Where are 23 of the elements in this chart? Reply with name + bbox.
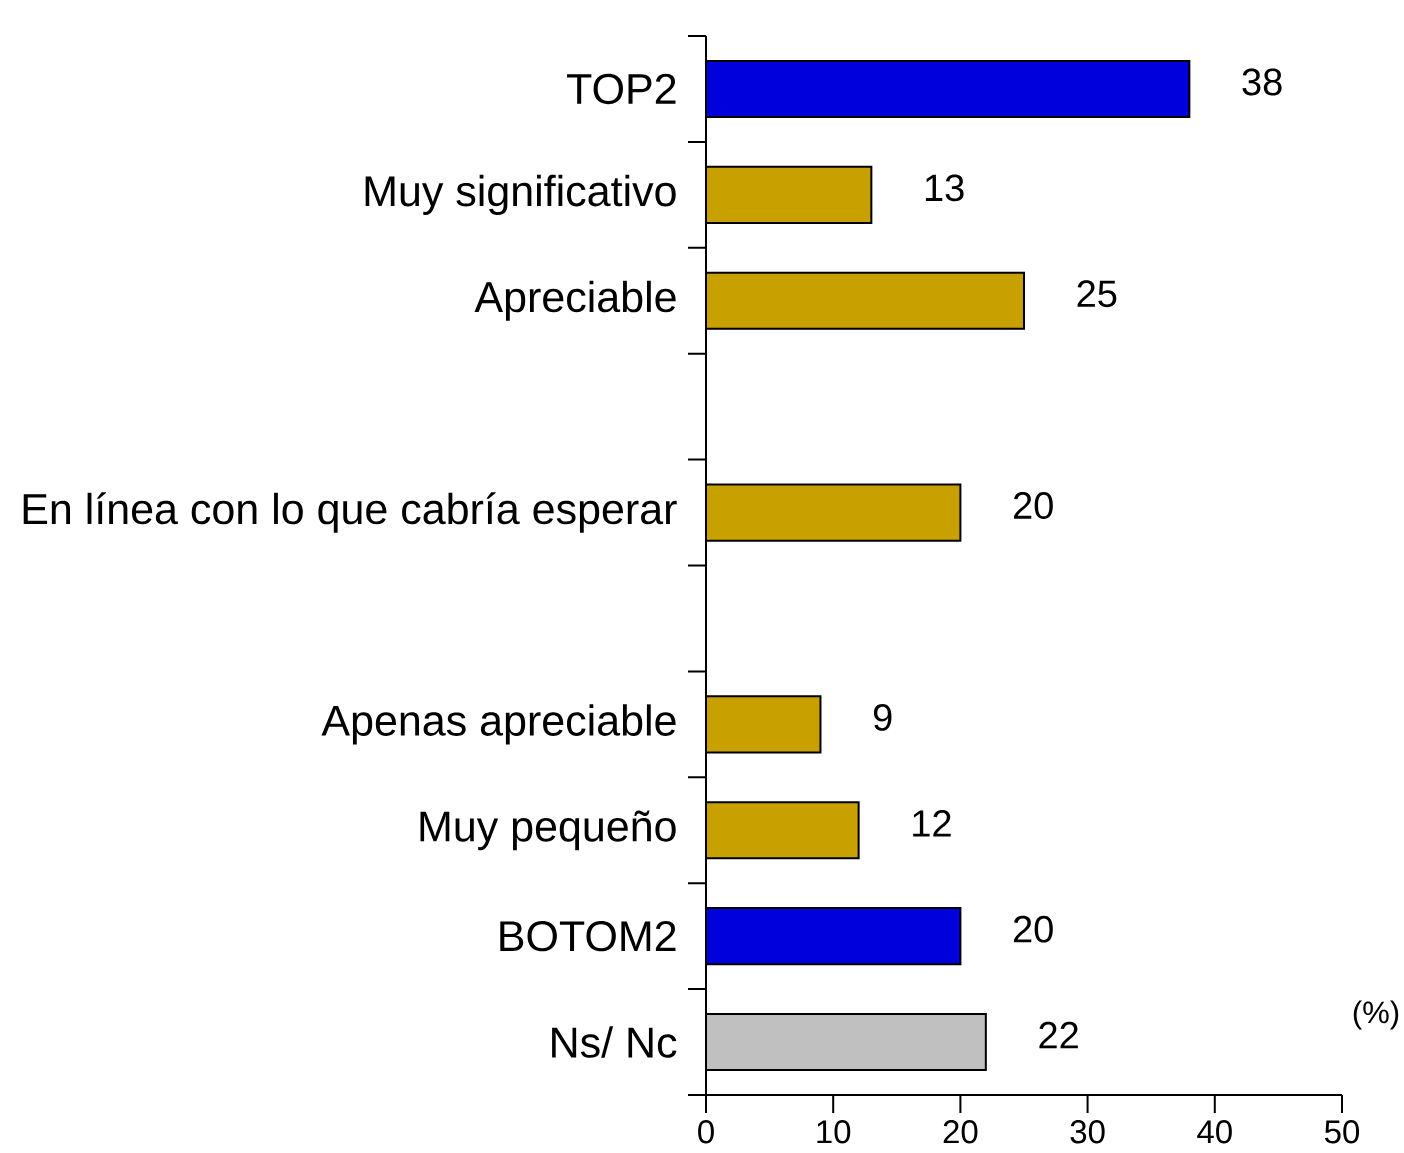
- x-tick-label: 10: [817, 1120, 851, 1144]
- x-tick-label: 50: [1324, 1120, 1360, 1144]
- data-label: 38: [1242, 68, 1282, 96]
- y-tick-label: En línea con lo que cabría esperar: [23, 492, 677, 533]
- y-tick-label: Ns/ Nc: [552, 1026, 677, 1058]
- y-tick-label: Apenas apreciable: [321, 704, 676, 745]
- x-tick-label: 20: [943, 1120, 978, 1144]
- data-label: 25: [1077, 280, 1117, 308]
- data-label: 12: [913, 810, 951, 837]
- y-tick-label: Muy pequeño: [420, 810, 676, 851]
- y-tick-label: BOTOM2: [500, 920, 676, 952]
- x-tick-label: 30: [1070, 1120, 1105, 1144]
- x-axis-title: (%): [1353, 1000, 1399, 1030]
- data-label: 13: [925, 174, 964, 202]
- data-label: 20: [1013, 492, 1053, 520]
- data-label: 20: [1013, 915, 1053, 943]
- data-label: 9: [873, 703, 892, 731]
- y-tick-label: TOP2: [567, 73, 676, 105]
- x-tick-label: 40: [1197, 1120, 1232, 1144]
- y-tick-label: Muy significativo: [365, 174, 676, 215]
- y-tick-label: Apreciable: [474, 280, 676, 321]
- x-tick-label: 0: [698, 1120, 714, 1144]
- data-label: 22: [1039, 1021, 1078, 1049]
